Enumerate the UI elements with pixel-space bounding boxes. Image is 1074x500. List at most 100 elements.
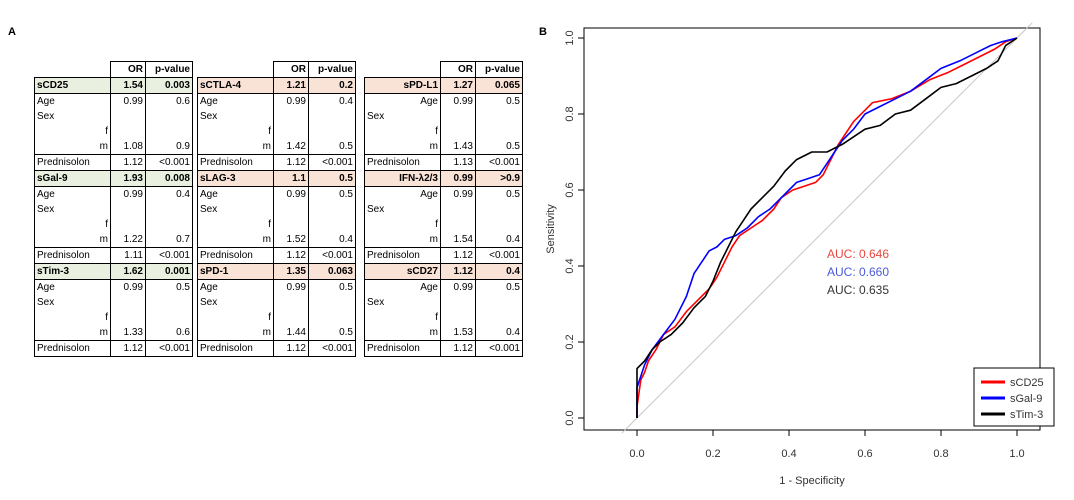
covariate-name: f <box>364 310 441 325</box>
y-tick-label: 0.2 <box>564 334 576 349</box>
covariate-row: f <box>34 217 193 232</box>
covariate-p-value: 0.5 <box>308 325 356 341</box>
legend-label: sGal-9 <box>1010 393 1042 405</box>
marker-p-value: 0.2 <box>308 77 356 94</box>
covariate-or: 1.33 <box>110 325 146 341</box>
covariate-or: 1.54 <box>440 232 476 248</box>
covariate-or <box>440 217 476 232</box>
covariate-row: f <box>34 124 193 139</box>
or-table-1: OR p-value sCD25 1.54 0.003 Age 0.99 0.6 Sex f m 1.… <box>34 61 193 357</box>
covariate-or <box>110 217 146 232</box>
auc-annotation: AUC: 0.660 <box>827 265 889 279</box>
auc-annotation: AUC: 0.635 <box>827 283 889 297</box>
covariate-name: Age <box>34 279 111 295</box>
table-header-row: OR p-value <box>34 61 193 78</box>
panel-b-label: B <box>539 26 547 38</box>
covariate-p-value: 0.5 <box>308 279 356 295</box>
covariate-p-value: 0.5 <box>475 139 523 155</box>
covariate-or: 1.42 <box>273 139 309 155</box>
covariate-p-value: <0.001 <box>145 340 193 357</box>
covariate-row: Sex <box>197 109 356 124</box>
x-axis-label: 1 - Specificity <box>779 475 845 487</box>
marker-name: sCD27 <box>364 263 441 280</box>
y-tick-label: 0.6 <box>564 182 576 197</box>
covariate-name: Sex <box>197 295 274 310</box>
covariate-p-value: 0.6 <box>145 325 193 341</box>
roc-chart: 0.0 0.2 0.4 0.6 0.8 1.0 0.0 0.2 0.4 0.6 0.8 1.0 1 - … <box>545 22 1055 487</box>
marker-row: sLAG-3 1.1 0.5 <box>197 170 356 187</box>
x-tick-label: 1.0 <box>1009 448 1024 460</box>
covariate-row: f <box>197 310 356 325</box>
marker-p-value: 0.065 <box>475 77 523 94</box>
covariate-row: f <box>364 217 523 232</box>
roc-curve-sgal-9 <box>636 37 1018 418</box>
covariate-or <box>110 202 146 217</box>
table-header-row: OR p-value <box>364 61 523 78</box>
header-p-value: p-value <box>308 61 356 78</box>
covariate-row: f <box>364 124 523 139</box>
covariate-p-value: 0.4 <box>308 93 356 109</box>
marker-p-value: 0.003 <box>145 77 193 94</box>
covariate-row: Sex <box>364 202 523 217</box>
marker-name: sTim-3 <box>34 263 111 280</box>
covariate-name: m <box>364 139 441 155</box>
covariate-p-value <box>475 217 523 232</box>
marker-row: IFN-λ2/3 0.99 >0.9 <box>364 170 523 187</box>
covariate-name: m <box>197 232 274 248</box>
covariate-name: Age <box>197 186 274 202</box>
or-table-3: OR p-value sPD-L1 1.27 0.065 Age 0.99 0.5 Sex f m 1… <box>364 61 523 357</box>
marker-or: 1.35 <box>273 263 309 280</box>
covariate-p-value <box>145 217 193 232</box>
covariate-row: m 1.33 0.6 <box>34 325 193 341</box>
y-axis-label: Sensitivity <box>545 204 557 254</box>
covariate-name: m <box>364 232 441 248</box>
covariate-or: 1.12 <box>110 340 146 357</box>
y-tick-label: 0.4 <box>564 258 576 273</box>
x-tick-label: 0.0 <box>629 448 644 460</box>
marker-or: 1.1 <box>273 170 309 187</box>
covariate-row: Prednisolon 1.12 <0.001 <box>364 340 523 357</box>
covariate-p-value <box>308 217 356 232</box>
covariate-or: 1.12 <box>273 247 309 264</box>
covariate-name: Prednisolon <box>34 340 111 357</box>
covariate-or: 0.99 <box>440 93 476 109</box>
marker-or: 1.93 <box>110 170 146 187</box>
covariate-name: Sex <box>34 109 111 124</box>
auc-annotation: AUC: 0.646 <box>827 247 889 261</box>
marker-row: sCD25 1.54 0.003 <box>34 77 193 94</box>
covariate-or: 1.11 <box>110 247 146 264</box>
covariate-name: m <box>197 139 274 155</box>
covariate-p-value: 0.6 <box>145 93 193 109</box>
covariate-row: m 1.08 0.9 <box>34 139 193 155</box>
covariate-p-value: 0.5 <box>308 139 356 155</box>
covariate-row: Age 0.99 0.5 <box>364 186 523 202</box>
covariate-p-value: 0.5 <box>475 279 523 295</box>
covariate-row: Sex <box>34 109 193 124</box>
covariate-row: Age 0.99 0.6 <box>34 93 193 109</box>
covariate-p-value <box>475 202 523 217</box>
covariate-row: Sex <box>364 295 523 310</box>
covariate-or: 1.12 <box>273 340 309 357</box>
covariate-name: Prednisolon <box>364 340 441 357</box>
covariate-name: Age <box>364 186 441 202</box>
covariate-or <box>440 124 476 139</box>
covariate-row: Sex <box>364 109 523 124</box>
marker-name: sPD-1 <box>197 263 274 280</box>
covariate-p-value <box>145 310 193 325</box>
covariate-p-value <box>308 295 356 310</box>
covariate-row: f <box>197 217 356 232</box>
covariate-or: 1.13 <box>440 154 476 171</box>
covariate-or: 1.44 <box>273 325 309 341</box>
covariate-or <box>110 109 146 124</box>
covariate-or <box>273 202 309 217</box>
marker-row: sPD-L1 1.27 0.065 <box>364 77 523 94</box>
covariate-name: f <box>34 124 111 139</box>
covariate-or: 1.12 <box>273 154 309 171</box>
covariate-row: Prednisolon 1.12 <0.001 <box>364 247 523 264</box>
covariate-p-value: <0.001 <box>145 154 193 171</box>
marker-or: 1.12 <box>440 263 476 280</box>
covariate-p-value: 0.4 <box>475 232 523 248</box>
covariate-or <box>273 310 309 325</box>
covariate-or: 0.99 <box>273 93 309 109</box>
covariate-name: Age <box>34 186 111 202</box>
